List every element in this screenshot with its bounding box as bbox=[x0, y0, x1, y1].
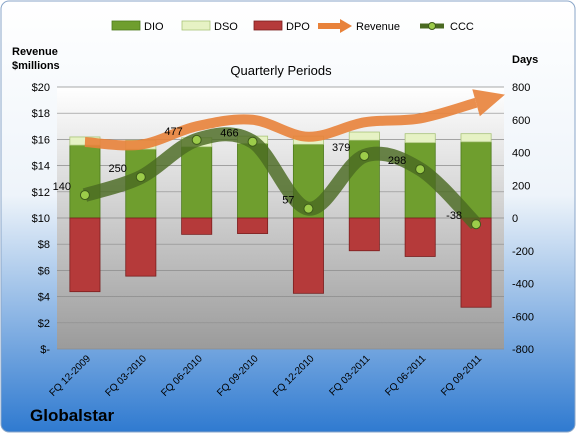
legend-label-dio: DIO bbox=[144, 21, 164, 33]
chart-title: Quarterly Periods bbox=[230, 63, 332, 78]
left-tick-label: $10 bbox=[32, 213, 50, 225]
left-tick-label: $20 bbox=[32, 82, 50, 94]
legend-swatch-dso bbox=[181, 20, 211, 31]
ccc-point bbox=[79, 190, 90, 201]
right-tick-label: 600 bbox=[512, 115, 530, 127]
legend-swatch-ccc-marker bbox=[428, 22, 436, 30]
legend-label-revenue: Revenue bbox=[356, 21, 400, 33]
ccc-data-label: 466 bbox=[220, 128, 238, 140]
left-tick-label: $2 bbox=[38, 318, 50, 330]
legend-label-dpo: DPO bbox=[286, 21, 310, 33]
bar-dpo bbox=[237, 217, 269, 234]
right-tick-label: 800 bbox=[512, 82, 530, 94]
left-tick-label: $14 bbox=[32, 161, 50, 173]
ccc-point bbox=[415, 164, 426, 175]
left-axis-label-line1: Revenue bbox=[12, 46, 58, 58]
right-tick-label: -400 bbox=[512, 279, 534, 291]
ccc-data-label: -38 bbox=[446, 210, 462, 222]
ccc-data-label: 477 bbox=[164, 126, 182, 138]
ccc-point bbox=[359, 150, 370, 161]
ccc-point bbox=[135, 172, 146, 183]
bar-dpo bbox=[404, 217, 436, 257]
legend-label-ccc: CCC bbox=[450, 21, 474, 33]
legend-swatch-dio bbox=[111, 20, 141, 31]
ccc-point bbox=[471, 219, 482, 230]
bar-dpo bbox=[348, 217, 380, 252]
left-tick-label: $18 bbox=[32, 108, 50, 120]
right-tick-label: 0 bbox=[512, 213, 518, 225]
bar-dpo bbox=[292, 217, 324, 294]
bar-dio bbox=[181, 146, 213, 219]
bar-dso bbox=[404, 133, 436, 144]
ccc-line bbox=[82, 127, 482, 230]
left-tick-label: $4 bbox=[38, 292, 50, 304]
legend-label-dso: DSO bbox=[214, 21, 238, 33]
right-tick-label: 400 bbox=[512, 148, 530, 160]
revenue-arrowhead bbox=[472, 89, 505, 117]
right-axis-label: Days bbox=[512, 54, 538, 66]
legend-swatch-revenue-arrow bbox=[340, 19, 352, 33]
left-tick-label: $12 bbox=[32, 187, 50, 199]
revenue-line bbox=[84, 97, 478, 151]
right-tick-label: -800 bbox=[512, 344, 534, 356]
ccc-data-label: 298 bbox=[388, 155, 406, 167]
ccc-data-label: 379 bbox=[332, 142, 350, 154]
bar-dpo bbox=[125, 217, 157, 277]
left-tick-label: $8 bbox=[38, 239, 50, 251]
ccc-point bbox=[247, 136, 258, 147]
ccc-data-label: 250 bbox=[108, 163, 126, 175]
legend-swatch-dpo bbox=[253, 20, 283, 31]
bar-dio bbox=[69, 144, 101, 219]
right-tick-label: -600 bbox=[512, 311, 534, 323]
ccc-data-label: 140 bbox=[53, 181, 71, 193]
left-tick-label: $- bbox=[40, 344, 50, 356]
bar-dpo bbox=[181, 217, 213, 235]
lines: 140 250 477 466 57 379 298 -38 bbox=[53, 89, 505, 230]
ccc-data-label: 57 bbox=[282, 195, 294, 207]
left-tick-label: $6 bbox=[38, 265, 50, 277]
ccc-point bbox=[303, 203, 314, 214]
left-tick-label: $16 bbox=[32, 134, 50, 146]
right-tick-label: -200 bbox=[512, 246, 534, 258]
bar-dpo bbox=[460, 217, 492, 308]
company-name: Globalstar bbox=[30, 406, 114, 425]
right-tick-label: 200 bbox=[512, 180, 530, 192]
bar-dpo bbox=[69, 217, 101, 293]
bar-dso bbox=[460, 133, 492, 143]
legend: DIO DSO DPO Revenue CCC bbox=[111, 19, 474, 33]
ccc-point bbox=[191, 134, 202, 145]
left-axis-label-line2: $millions bbox=[12, 60, 60, 72]
bar-dso bbox=[348, 131, 380, 141]
